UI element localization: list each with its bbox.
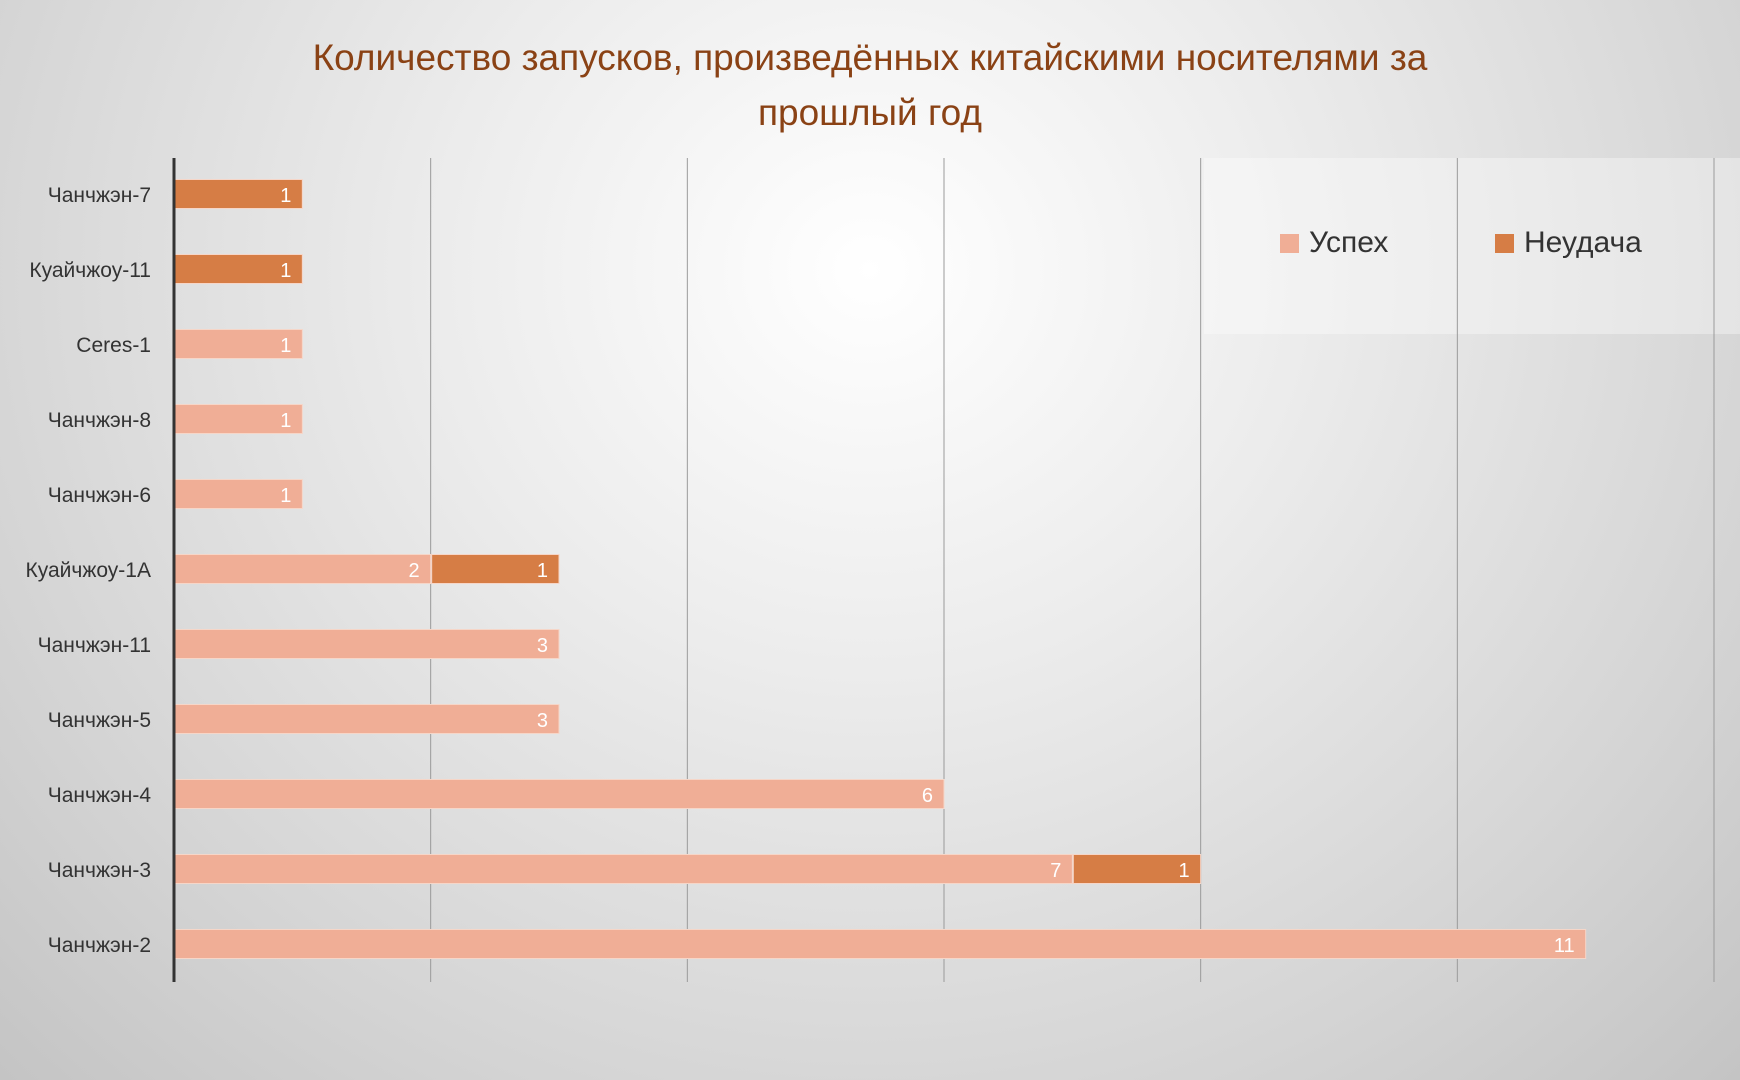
data-label: 1 [280,410,291,432]
title-line-2: прошлый год [757,92,983,133]
legend-label-success: Успех [1309,226,1389,259]
bar-success [174,329,303,359]
category-label: Куайчжоу-1А [25,559,151,582]
data-label: 1 [280,260,291,282]
bar-failure [1072,854,1202,884]
category-label: Чанчжэн-8 [48,409,151,432]
bar-success [174,554,432,584]
category-label: Чанчжэн-4 [48,784,152,807]
data-label: 1 [537,560,548,582]
bar-failure [174,179,303,209]
data-label: 1 [280,485,291,507]
data-label: 3 [537,710,548,732]
category-label: Ceres-1 [76,334,151,357]
bar-success [174,629,560,659]
bar-success [174,704,560,734]
title-line-1: Количество запусков, произведённых китай… [312,37,1428,78]
bar-success [174,929,1587,959]
bar-success [174,404,303,434]
data-label: 3 [537,635,548,657]
category-label: Куайчжоу-11 [29,259,151,282]
bar-failure [431,554,560,584]
legend-item-success: Успех [1280,226,1388,260]
chart-title: Количество запусков, произведённых китай… [0,30,1740,140]
category-label: Чанчжэн-2 [48,934,151,957]
category-label: Чанчжэн-3 [48,859,151,882]
data-label: 11 [1554,935,1575,957]
data-label: 1 [280,185,291,207]
data-label: 1 [280,335,291,357]
category-label: Чанчжэн-6 [48,484,151,507]
data-label: 1 [1179,860,1190,882]
data-label: 7 [1050,860,1061,882]
bar-failure [174,254,303,284]
legend-swatch-failure [1495,233,1514,253]
bar-success [174,779,945,809]
bar-success [174,854,1073,884]
data-label: 2 [409,560,420,582]
legend-label-failure: Неудача [1524,226,1642,259]
data-label: 6 [922,785,933,807]
legend-swatch-success [1280,233,1299,253]
category-label: Чанчжэн-5 [48,709,151,732]
category-label: Чанчжэн-7 [48,184,151,207]
category-label: Чанчжэн-11 [38,634,151,657]
legend-item-failure: Неудача [1495,226,1642,260]
